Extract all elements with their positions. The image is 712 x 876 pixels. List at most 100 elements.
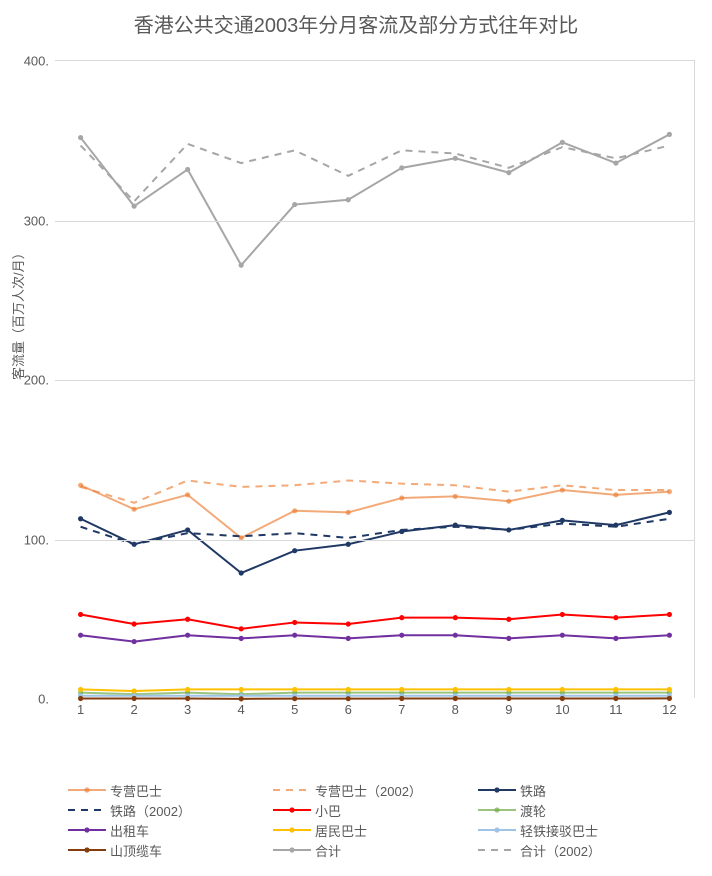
y-axis-label: 客流量（百万人次/月） (8, 246, 27, 380)
legend-swatch (478, 783, 516, 797)
series-marker-铁路 (239, 570, 244, 575)
series-marker-小巴 (560, 612, 565, 617)
legend-swatch (273, 803, 311, 817)
series-marker-居民巴士 (292, 687, 297, 692)
series-marker-专营巴士 (399, 495, 404, 500)
legend-label: 轻铁接驳巴士 (520, 821, 598, 840)
series-marker-出租车 (185, 633, 190, 638)
series-marker-小巴 (399, 615, 404, 620)
chart-title: 香港公共交通2003年分月客流及部分方式往年对比 (0, 0, 712, 40)
series-marker-专营巴士 (506, 499, 511, 504)
legend-item-渡轮: 渡轮 (478, 800, 683, 820)
series-marker-小巴 (613, 615, 618, 620)
series-marker-小巴 (239, 626, 244, 631)
legend-swatch (273, 823, 311, 837)
legend-label: 铁路 (520, 781, 546, 800)
legend-item-山顶缆车: 山顶缆车 (68, 840, 273, 860)
series-marker-居民巴士 (613, 687, 618, 692)
series-line-出租车 (81, 635, 670, 641)
y-tick-label: 0. (38, 692, 55, 707)
x-tick-label: 7 (398, 698, 405, 717)
series-marker-居民巴士 (239, 687, 244, 692)
series-marker-合计 (506, 170, 511, 175)
gridline (55, 540, 694, 541)
legend-swatch (273, 783, 311, 797)
series-marker-出租车 (292, 633, 297, 638)
legend-label: 出租车 (110, 821, 149, 840)
series-marker-专营巴士 (613, 492, 618, 497)
series-marker-小巴 (346, 621, 351, 626)
legend-item-合计: 合计 (273, 840, 478, 860)
legend-swatch (478, 843, 516, 857)
legend-label: 铁路（2002） (110, 801, 191, 820)
series-line-合计2002 (81, 144, 670, 201)
gridline (55, 221, 694, 222)
series-marker-合计 (292, 202, 297, 207)
series-marker-出租车 (132, 639, 137, 644)
legend-item-出租车: 出租车 (68, 820, 273, 840)
legend-label: 专营巴士 (110, 781, 162, 800)
series-marker-出租车 (399, 633, 404, 638)
legend-item-铁路: 铁路 (478, 780, 683, 800)
series-marker-合计 (453, 156, 458, 161)
series-marker-出租车 (506, 636, 511, 641)
series-marker-出租车 (78, 633, 83, 638)
legend-swatch (273, 843, 311, 857)
legend: 专营巴士 专营巴士（2002） 铁路铁路（2002） 小巴 渡轮出租车 居民巴士 轻铁接驳巴… (68, 780, 688, 860)
legend-item-居民巴士: 居民巴士 (273, 820, 478, 840)
legend-swatch (68, 783, 106, 797)
series-marker-居民巴士 (506, 687, 511, 692)
y-tick-label: 200. (24, 373, 55, 388)
series-marker-居民巴士 (346, 687, 351, 692)
series-marker-铁路 (560, 518, 565, 523)
legend-swatch (68, 823, 106, 837)
x-tick-label: 10 (555, 698, 569, 717)
plot-area: 0.100.200.300.400.123456789101112 (55, 60, 695, 698)
series-line-铁路 (81, 512, 670, 573)
y-tick-label: 300. (24, 213, 55, 228)
x-tick-label: 9 (505, 698, 512, 717)
series-marker-铁路 (292, 548, 297, 553)
legend-label: 合计 (315, 841, 341, 860)
legend-item-小巴: 小巴 (273, 800, 478, 820)
legend-label: 合计（2002） (520, 841, 601, 860)
series-marker-专营巴士 (346, 510, 351, 515)
series-marker-出租车 (453, 633, 458, 638)
legend-label: 专营巴士（2002） (315, 781, 422, 800)
legend-label: 小巴 (315, 801, 341, 820)
series-marker-铁路 (346, 542, 351, 547)
series-marker-出租车 (667, 633, 672, 638)
series-marker-小巴 (453, 615, 458, 620)
y-tick-label: 100. (24, 532, 55, 547)
series-marker-合计 (346, 197, 351, 202)
x-tick-label: 12 (662, 698, 676, 717)
legend-item-专营巴士: 专营巴士 (68, 780, 273, 800)
x-tick-label: 8 (452, 698, 459, 717)
series-marker-小巴 (667, 612, 672, 617)
series-marker-铁路 (667, 510, 672, 515)
series-marker-居民巴士 (78, 687, 83, 692)
x-tick-label: 1 (77, 698, 84, 717)
legend-label: 居民巴士 (315, 821, 367, 840)
x-tick-label: 2 (131, 698, 138, 717)
legend-swatch (478, 823, 516, 837)
series-marker-小巴 (292, 620, 297, 625)
series-marker-合计 (560, 140, 565, 145)
series-marker-合计 (613, 160, 618, 165)
series-marker-居民巴士 (185, 687, 190, 692)
series-marker-合计 (132, 204, 137, 209)
series-marker-合计 (399, 165, 404, 170)
x-tick-label: 6 (345, 698, 352, 717)
chart-container: 香港公共交通2003年分月客流及部分方式往年对比 客流量（百万人次/月） 0.1… (0, 0, 712, 876)
series-marker-合计 (667, 132, 672, 137)
series-line-居民巴士 (81, 689, 670, 691)
series-marker-铁路 (185, 527, 190, 532)
series-marker-小巴 (506, 617, 511, 622)
legend-label: 渡轮 (520, 801, 546, 820)
x-tick-label: 11 (609, 698, 623, 717)
series-marker-合计 (185, 167, 190, 172)
legend-swatch (68, 803, 106, 817)
series-marker-出租车 (346, 636, 351, 641)
series-marker-专营巴士 (667, 489, 672, 494)
legend-item-轻铁接驳巴士: 轻铁接驳巴士 (478, 820, 683, 840)
